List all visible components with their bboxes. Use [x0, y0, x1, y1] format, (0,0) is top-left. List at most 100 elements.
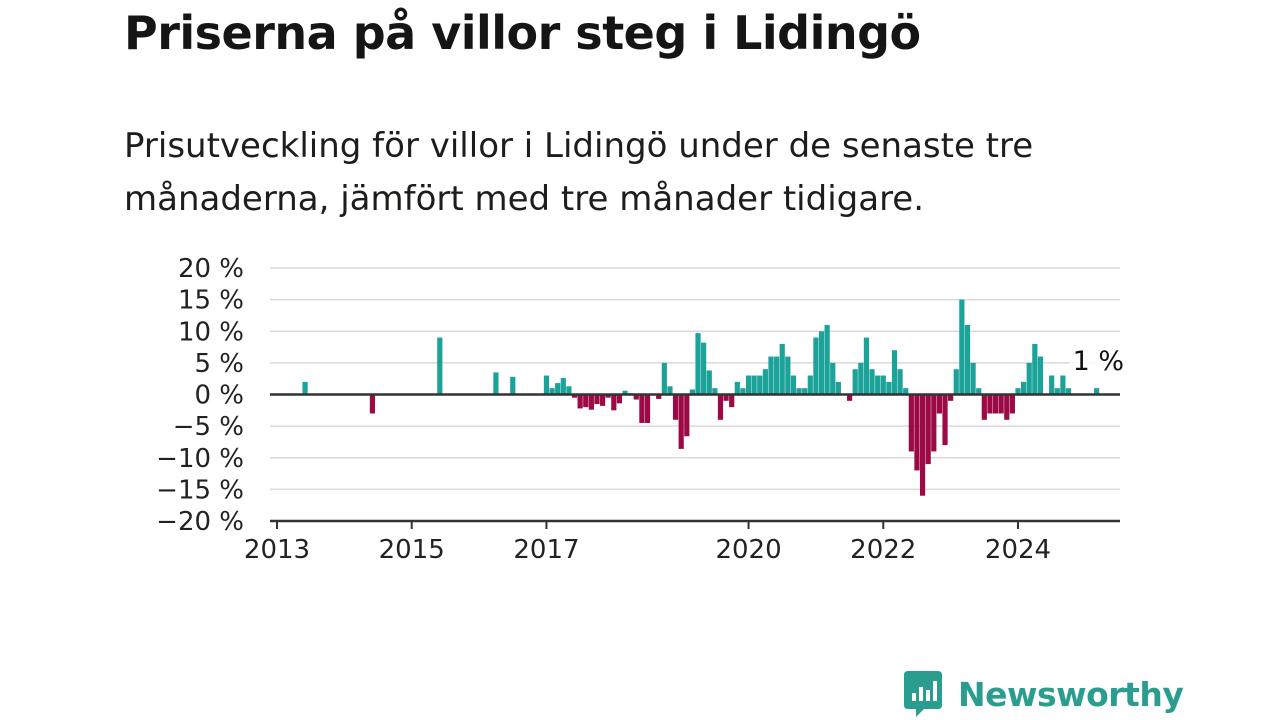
- bar: [813, 337, 819, 395]
- bar: [880, 375, 886, 395]
- bar: [762, 369, 768, 395]
- bar: [931, 394, 937, 452]
- bar: [875, 375, 881, 395]
- bar: [549, 388, 555, 395]
- bar: [369, 394, 376, 414]
- bar: [633, 394, 639, 400]
- bar: [959, 299, 965, 395]
- bar: [672, 394, 679, 420]
- y-tick-label: −5 %: [173, 412, 244, 442]
- bar: [785, 356, 791, 395]
- bar: [566, 386, 572, 395]
- bar: [981, 394, 987, 420]
- bar: [897, 369, 903, 395]
- bar: [577, 394, 583, 409]
- bar: [824, 324, 830, 395]
- bar: [830, 362, 836, 395]
- bar: [543, 375, 550, 395]
- bar: [588, 394, 594, 410]
- bar: [717, 394, 724, 420]
- bar: [1037, 356, 1044, 395]
- bar: [914, 394, 920, 471]
- bar: [903, 388, 909, 395]
- bar-series: [302, 299, 1100, 496]
- bar: [729, 394, 735, 408]
- bar: [992, 394, 999, 414]
- bar: [796, 388, 802, 395]
- bar: [1004, 394, 1010, 420]
- x-tick-label: 2013: [244, 535, 310, 565]
- bar: [790, 375, 797, 395]
- bar: [712, 388, 718, 395]
- bar: [734, 381, 740, 395]
- bar: [852, 369, 858, 395]
- gridlines: [270, 267, 1120, 491]
- bar: [701, 342, 707, 395]
- bar: [745, 375, 752, 395]
- bar: [1021, 381, 1027, 395]
- bar: [1065, 388, 1072, 395]
- last-value-label: 1 %: [1073, 346, 1124, 377]
- bar: [919, 394, 926, 496]
- bar: [605, 394, 611, 398]
- y-tick-label: −15 %: [156, 475, 244, 505]
- x-tick-label: 2024: [985, 535, 1051, 565]
- x-tick-label: 2020: [715, 535, 781, 565]
- bar: [695, 333, 701, 395]
- bar: [555, 383, 561, 395]
- y-tick-label: 10 %: [178, 317, 244, 347]
- bar: [818, 331, 825, 395]
- bar: [678, 394, 684, 449]
- y-tick-labels: 20 %15 %10 %5 %0 %−5 %−10 %−15 %−20 %: [156, 254, 244, 537]
- bar: [1032, 343, 1038, 395]
- bar: [1060, 375, 1066, 395]
- bar: [846, 394, 853, 401]
- bar: [1054, 388, 1060, 395]
- annotation-background: [1069, 345, 1124, 376]
- bar: [835, 381, 841, 395]
- bar: [740, 388, 746, 395]
- bar: [886, 381, 892, 395]
- bar: [723, 394, 729, 401]
- bar: [751, 375, 757, 395]
- bar: [611, 394, 617, 411]
- chart-subtitle: Prisutveckling för villor i Lidingö unde…: [124, 126, 1034, 219]
- bar: [661, 362, 667, 395]
- newsworthy-logo-icon: [904, 671, 942, 717]
- bar-chart: 20 %15 %10 %5 %0 %−5 %−10 %−15 %−20 % 20…: [156, 254, 1124, 565]
- bar: [594, 394, 600, 404]
- brand: Newsworthy: [902, 670, 1184, 718]
- bar: [964, 324, 971, 395]
- bar: [869, 369, 875, 395]
- bar: [925, 394, 931, 465]
- bar: [802, 388, 808, 395]
- bar: [616, 394, 623, 404]
- bar: [1049, 375, 1055, 395]
- bar: [599, 394, 606, 406]
- y-tick-label: 0 %: [194, 381, 244, 411]
- bar: [757, 375, 763, 395]
- bar: [948, 394, 954, 401]
- bar: [493, 372, 499, 395]
- bar: [437, 337, 443, 395]
- brand-name: Newsworthy: [958, 674, 1184, 714]
- bar: [571, 394, 578, 398]
- annotations: 1 %: [1069, 345, 1124, 377]
- bar: [936, 394, 943, 414]
- bar: [667, 386, 673, 395]
- bar: [644, 394, 651, 423]
- y-tick-label: −10 %: [156, 444, 244, 474]
- bar: [684, 394, 690, 437]
- bar: [953, 369, 959, 395]
- bar: [908, 394, 914, 452]
- bar: [942, 394, 948, 446]
- bar: [622, 390, 628, 395]
- bar: [1093, 388, 1100, 395]
- y-tick-label: 15 %: [178, 286, 244, 316]
- y-tick-label: 5 %: [194, 349, 244, 379]
- bar: [774, 356, 780, 395]
- x-tick-label: 2017: [513, 535, 579, 565]
- bar: [976, 388, 982, 395]
- bar: [970, 362, 976, 395]
- bar: [560, 378, 566, 395]
